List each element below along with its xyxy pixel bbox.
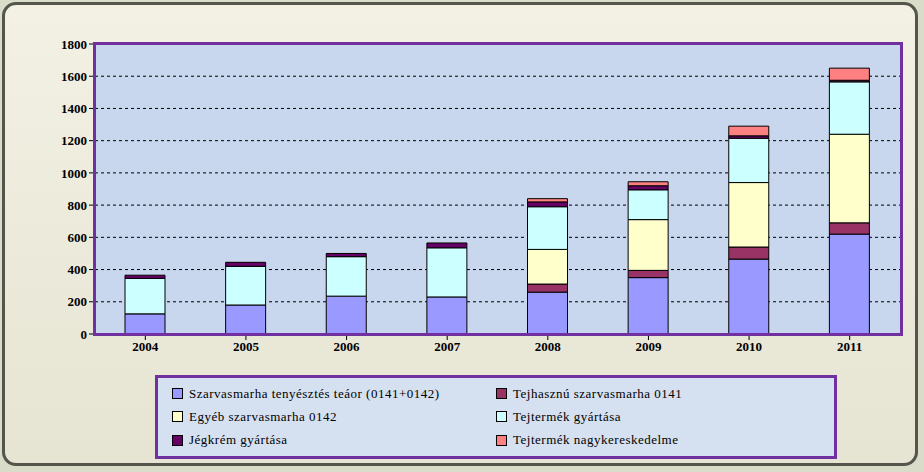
svg-text:600: 600 [68, 230, 88, 245]
svg-text:2004: 2004 [132, 339, 159, 354]
svg-text:2008: 2008 [535, 339, 562, 354]
svg-text:200: 200 [68, 294, 88, 309]
html-text:Tejtermék gyártása: Tejtermék gyártása [513, 409, 622, 424]
html-text:Tejtermék nagykereskedelme: Tejtermék nagykereskedelme [513, 432, 679, 448]
svg-text:2011: 2011 [837, 339, 862, 354]
svg-text:400: 400 [68, 262, 88, 277]
svg-text:2009: 2009 [635, 339, 662, 354]
svg-text:2010: 2010 [736, 339, 762, 354]
svg-text:2007: 2007 [434, 339, 461, 354]
svg-text:1400: 1400 [61, 101, 87, 116]
svg-text:2006: 2006 [334, 339, 361, 354]
svg-text:2005: 2005 [233, 339, 260, 354]
html-text:Egyéb szarvasmarha 0142: Egyéb szarvasmarha 0142 [189, 409, 337, 424]
svg-text:800: 800 [68, 198, 88, 213]
html-text:Szarvasmarha tenyésztés teáor: Szarvasmarha tenyésztés teáor (0141+0142… [189, 385, 440, 401]
svg-text:1000: 1000 [61, 166, 87, 181]
svg-text:0: 0 [81, 327, 88, 342]
svg-text:1800: 1800 [61, 37, 87, 52]
html-text:Jégkrém gyártása: Jégkrém gyártása [189, 432, 288, 448]
svg-text:1200: 1200 [61, 133, 87, 148]
svg-text:1600: 1600 [61, 69, 87, 84]
html-text:Tejhasznú szarvasmarha 0141: Tejhasznú szarvasmarha 0141 [513, 385, 683, 401]
